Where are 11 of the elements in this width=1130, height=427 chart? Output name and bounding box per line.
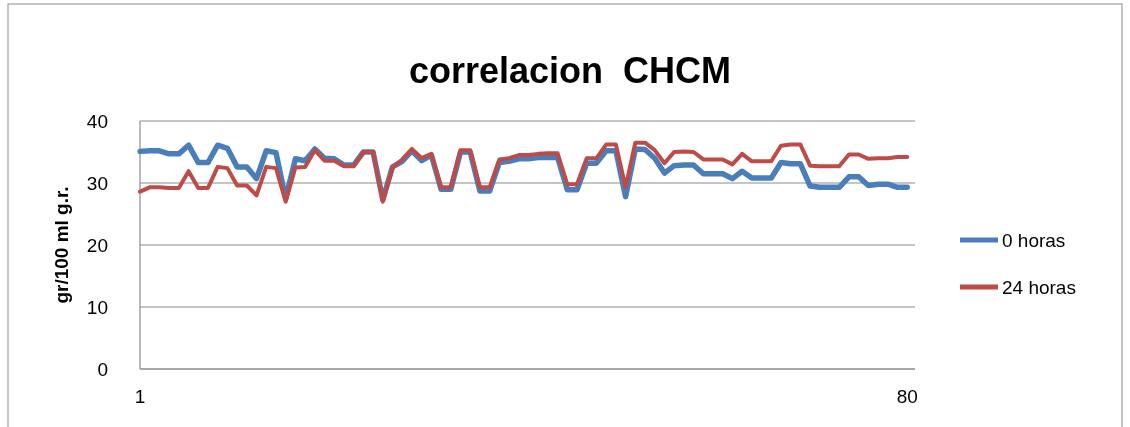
legend-label: 0 horas	[1002, 229, 1066, 251]
y-tick-label: 10	[86, 296, 108, 318]
x-tick-label: 80	[896, 386, 918, 407]
y-tick-label: 0	[97, 358, 108, 380]
y-axis-title: gr/100 ml g.r.	[51, 186, 72, 304]
y-tick-label: 20	[86, 234, 108, 256]
x-tick-label: 1	[134, 386, 146, 407]
y-tick-label: 40	[86, 110, 108, 132]
y-tick-label: 30	[86, 172, 108, 194]
chart-title: correlacion CHCM	[408, 50, 732, 91]
legend-label: 24 horas	[1002, 276, 1076, 298]
